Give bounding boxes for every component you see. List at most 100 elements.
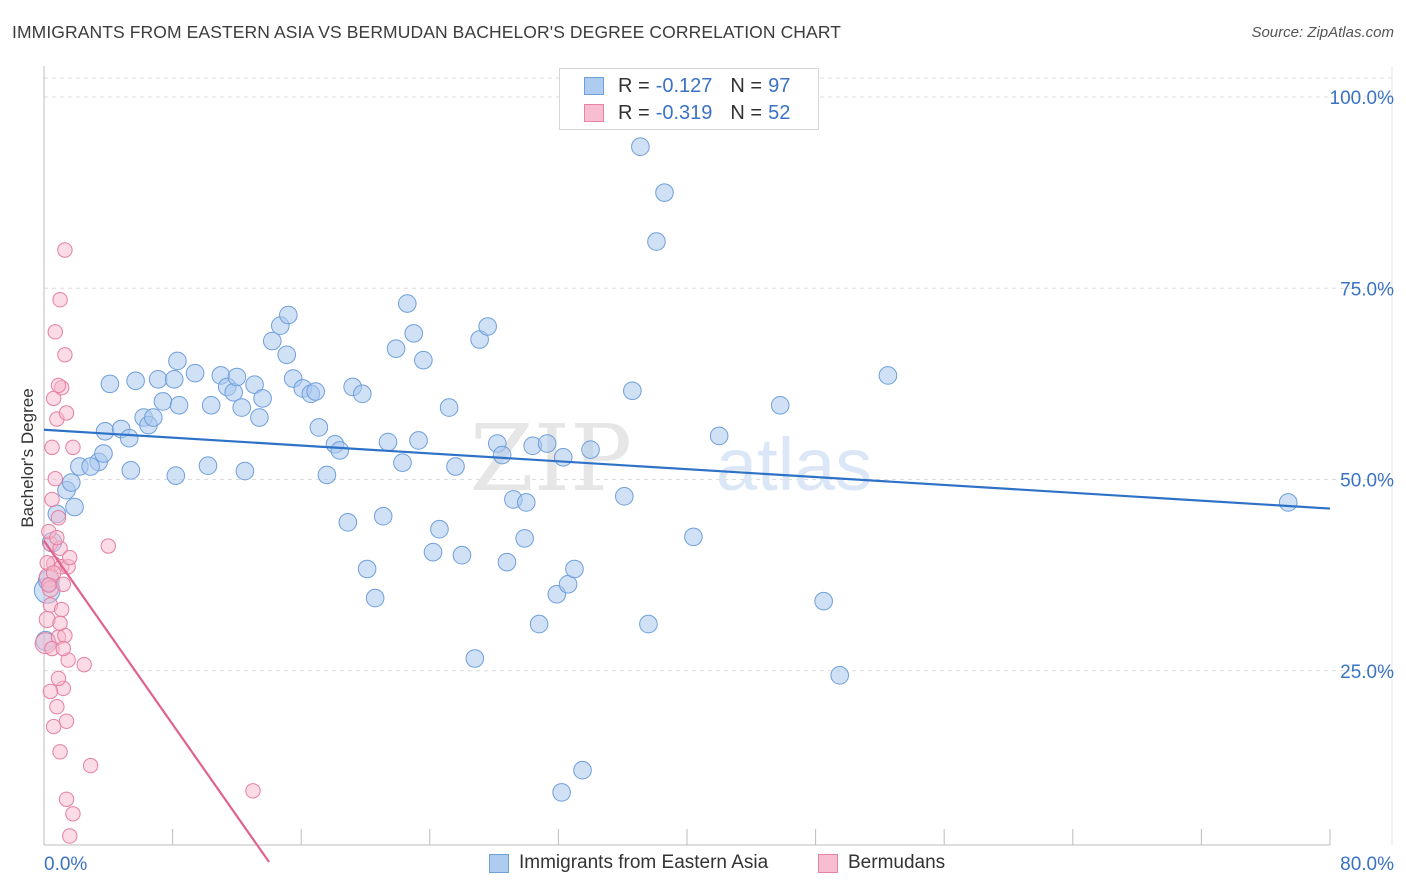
- legend-r-value: -0.319: [655, 101, 713, 124]
- y-tick-label: 75.0%: [1340, 279, 1394, 300]
- data-point-bermudans: [245, 783, 261, 799]
- data-point-immigrants: [409, 431, 428, 450]
- data-point-immigrants: [623, 381, 642, 401]
- data-point-immigrants: [565, 559, 584, 579]
- data-point-bermudans: [58, 405, 75, 421]
- data-point-bermudans: [52, 615, 68, 632]
- data-point-bermudans: [55, 640, 71, 657]
- data-point-immigrants: [94, 444, 113, 463]
- legend-swatch-pink: [818, 853, 838, 873]
- data-point-immigrants: [169, 395, 189, 415]
- legend-swatch-blue: [489, 853, 509, 873]
- data-point-bermudans: [62, 828, 78, 844]
- data-point-immigrants: [352, 384, 372, 404]
- data-point-immigrants: [386, 339, 406, 358]
- data-point-immigrants: [414, 350, 433, 370]
- data-point-bermudans: [82, 757, 99, 774]
- series-bermudans: [34, 242, 261, 844]
- data-point-bermudans: [55, 576, 71, 593]
- data-point-immigrants: [121, 461, 141, 480]
- data-point-immigrants: [224, 382, 243, 402]
- data-point-immigrants: [446, 457, 465, 476]
- legend-n-value: 52: [768, 101, 791, 124]
- trend-line-bermudans: [43, 540, 270, 863]
- data-point-immigrants: [814, 591, 833, 611]
- legend-r-value: -0.127: [655, 74, 713, 97]
- legend-n-label: N =: [730, 74, 763, 97]
- data-point-immigrants: [245, 375, 264, 394]
- data-point-bermudans: [47, 471, 63, 487]
- data-point-immigrants: [478, 317, 497, 336]
- data-point-immigrants: [878, 366, 898, 385]
- data-point-immigrants: [201, 395, 221, 415]
- data-point-bermudans: [58, 713, 75, 729]
- data-point-immigrants: [330, 441, 350, 460]
- legend-item-bermudans[interactable]: Bermudans: [818, 852, 945, 874]
- data-point-immigrants: [393, 453, 412, 472]
- data-point-bermudans: [52, 292, 68, 308]
- data-point-immigrants: [148, 369, 168, 389]
- y-tick-label: 100.0%: [1330, 88, 1395, 109]
- series-immigrants-eastern-asia: [33, 137, 1298, 802]
- legend-row-immigrants: R = -0.127 N = 97: [584, 73, 790, 99]
- data-point-immigrants: [439, 398, 459, 417]
- data-point-immigrants: [164, 369, 184, 389]
- data-point-bermudans: [58, 791, 75, 807]
- data-point-immigrants: [81, 457, 100, 476]
- data-point-immigrants: [95, 422, 115, 441]
- data-point-bermudans: [52, 744, 68, 760]
- series-legend: Immigrants from Eastern Asia Bermudans: [0, 852, 1406, 878]
- data-point-immigrants: [279, 305, 298, 325]
- data-point-immigrants: [262, 331, 282, 351]
- y-tick-label: 25.0%: [1340, 662, 1394, 683]
- legend-row-bermudans: R = -0.319 N = 52: [584, 100, 790, 126]
- trend-lines: [43, 428, 1331, 863]
- data-point-immigrants: [537, 434, 557, 453]
- data-point-immigrants: [250, 408, 269, 427]
- data-point-immigrants: [404, 324, 424, 343]
- data-point-immigrants: [185, 363, 205, 383]
- data-point-bermudans: [65, 439, 81, 456]
- data-point-immigrants: [198, 456, 218, 476]
- data-point-immigrants: [529, 614, 549, 634]
- x-tick-label: 0.0%: [44, 854, 87, 875]
- data-point-immigrants: [126, 371, 145, 391]
- data-point-immigrants: [452, 545, 472, 565]
- data-point-bermudans: [53, 601, 70, 618]
- data-point-immigrants: [153, 392, 173, 411]
- data-point-immigrants: [232, 398, 252, 417]
- grid-lines: [44, 77, 1392, 672]
- data-point-bermudans: [45, 718, 62, 735]
- data-point-immigrants: [253, 389, 272, 408]
- data-point-bermudans: [44, 439, 60, 456]
- data-point-bermudans: [57, 347, 73, 363]
- legend-item-immigrants[interactable]: Immigrants from Eastern Asia: [489, 852, 768, 874]
- legend-label-immigrants: Immigrants from Eastern Asia: [519, 852, 769, 873]
- watermark-atlas: atlas: [716, 423, 872, 506]
- data-point-immigrants: [684, 527, 703, 547]
- data-point-immigrants: [168, 351, 187, 371]
- legend-r-label: R =: [618, 101, 650, 124]
- data-point-bermudans: [44, 491, 60, 508]
- data-point-bermudans: [100, 538, 117, 554]
- data-point-immigrants: [277, 345, 297, 365]
- tick-labels: 25.0% 50.0% 75.0% 100.0% 0.0% 80.0%: [44, 88, 1394, 875]
- data-point-immigrants: [309, 418, 329, 437]
- data-point-immigrants: [423, 542, 443, 562]
- data-point-immigrants: [631, 137, 650, 157]
- data-point-bermudans: [57, 242, 73, 258]
- data-point-bermudans: [65, 806, 81, 822]
- data-point-immigrants: [338, 513, 358, 532]
- data-point-immigrants: [516, 493, 536, 512]
- data-point-bermudans: [47, 324, 63, 340]
- data-point-immigrants: [306, 382, 325, 401]
- data-point-immigrants: [581, 440, 600, 459]
- data-point-immigrants: [639, 614, 658, 634]
- data-point-immigrants: [119, 428, 139, 448]
- trend-line-immigrants: [43, 428, 1331, 510]
- legend-label-bermudans: Bermudans: [848, 852, 946, 873]
- data-point-immigrants: [378, 432, 398, 452]
- data-point-immigrants: [492, 445, 512, 465]
- data-point-immigrants: [100, 374, 120, 394]
- data-point-immigrants: [497, 552, 517, 572]
